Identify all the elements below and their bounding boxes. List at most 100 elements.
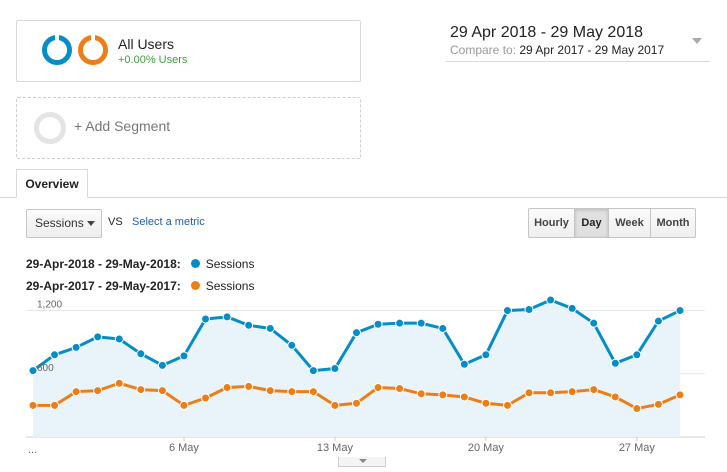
data-point — [136, 349, 146, 359]
data-point — [114, 334, 124, 344]
hourly-button[interactable]: Hourly — [528, 208, 575, 238]
day-button[interactable]: Day — [574, 208, 609, 238]
data-point — [567, 303, 577, 313]
date-range-main: 29 Apr 2018 - 29 May 2018 — [450, 24, 644, 41]
data-point — [395, 384, 405, 394]
data-point — [201, 314, 211, 324]
data-point — [179, 400, 189, 410]
data-point — [222, 312, 232, 322]
data-point — [589, 385, 599, 395]
chart-expand-handle[interactable] — [338, 457, 386, 467]
legend-dot-icon — [190, 281, 200, 290]
data-point — [71, 342, 81, 352]
data-point — [136, 385, 146, 395]
month-button[interactable]: Month — [650, 208, 696, 238]
y-tick-label: 600 — [37, 363, 54, 374]
data-point — [222, 382, 232, 392]
tab-divider — [0, 197, 727, 198]
data-point — [438, 390, 448, 400]
data-point — [481, 350, 491, 360]
data-point — [244, 320, 254, 330]
data-point — [459, 359, 469, 369]
x-tick-label: 13 May — [317, 442, 354, 454]
legend-item-compare: 29-Apr-2017 - 29-May-2017: Sessions — [26, 279, 254, 293]
data-point — [610, 358, 620, 368]
data-point — [287, 340, 297, 350]
compare-value: 29 Apr 2017 - 29 May 2017 — [519, 43, 665, 57]
date-range-picker[interactable]: 29 Apr 2018 - 29 May 2018 Compare to: 29… — [446, 20, 710, 62]
segment-blue-ring-icon — [42, 34, 72, 65]
data-point — [157, 386, 167, 396]
data-point — [71, 387, 81, 397]
data-point — [28, 400, 38, 410]
granularity-toggle: Hourly Day Week Month — [528, 208, 696, 238]
compare-label: Compare to: — [450, 43, 517, 57]
data-point — [201, 393, 211, 403]
data-point — [546, 296, 556, 305]
data-point — [265, 323, 275, 333]
data-point — [373, 319, 383, 329]
data-point — [50, 350, 60, 360]
data-point — [244, 381, 254, 391]
week-button[interactable]: Week — [608, 208, 651, 238]
metric-select[interactable]: Sessions — [26, 209, 102, 238]
data-point — [610, 392, 620, 402]
add-segment-card[interactable]: + Add Segment — [16, 97, 361, 159]
data-point — [114, 378, 124, 388]
data-point — [567, 387, 577, 397]
vs-label: VS — [108, 216, 123, 228]
data-point — [546, 388, 556, 398]
data-point — [589, 318, 599, 328]
data-point — [352, 398, 361, 408]
tab-overview[interactable]: Overview — [16, 169, 88, 198]
data-point — [287, 387, 297, 397]
data-point — [373, 382, 383, 392]
data-point — [265, 386, 275, 396]
data-point — [502, 306, 512, 316]
data-point — [93, 332, 103, 342]
segment-subtitle: +0.00% Users — [118, 54, 188, 66]
data-point — [308, 387, 318, 397]
data-point — [93, 386, 103, 396]
data-point — [330, 400, 340, 410]
segment-all-users[interactable]: All Users +0.00% Users — [16, 20, 361, 82]
data-point — [481, 398, 491, 408]
data-point — [50, 400, 60, 410]
data-point — [653, 399, 663, 409]
x-tick-label: 6 May — [169, 442, 199, 454]
legend-range: 29-Apr-2017 - 29-May-2017: — [26, 279, 181, 293]
data-point — [653, 316, 663, 326]
data-point — [632, 350, 642, 360]
legend-series: Sessions — [205, 257, 255, 271]
chevron-down-icon — [359, 459, 367, 463]
metric-select-value: Sessions — [35, 216, 84, 230]
legend-dot-icon — [190, 259, 200, 268]
data-point — [179, 351, 189, 361]
chevron-down-icon — [87, 221, 95, 226]
data-point — [438, 323, 448, 333]
chevron-down-icon[interactable] — [692, 38, 702, 44]
add-segment-label: + Add Segment — [74, 118, 171, 134]
data-point — [395, 318, 405, 328]
segment-orange-ring-icon — [78, 34, 108, 65]
x-tick-label: ... — [28, 444, 37, 456]
segment-title: All Users — [118, 36, 175, 52]
data-point — [502, 400, 512, 410]
data-point — [416, 318, 426, 328]
data-point — [352, 328, 361, 338]
y-tick-label: 1,200 — [37, 300, 62, 311]
legend-item-current: 29-Apr-2018 - 29-May-2018: Sessions — [26, 257, 254, 271]
data-point — [524, 304, 534, 314]
data-point — [416, 389, 426, 399]
data-point — [28, 366, 38, 376]
data-point — [632, 404, 642, 414]
legend-range: 29-Apr-2018 - 29-May-2018: — [26, 257, 181, 271]
legend-series: Sessions — [205, 279, 255, 293]
x-tick-label: 27 May — [619, 442, 656, 454]
select-metric-link[interactable]: Select a metric — [132, 216, 205, 228]
data-point — [330, 364, 340, 373]
data-point — [675, 306, 685, 316]
data-point — [524, 388, 534, 398]
data-point — [308, 366, 318, 376]
data-point — [157, 360, 167, 370]
